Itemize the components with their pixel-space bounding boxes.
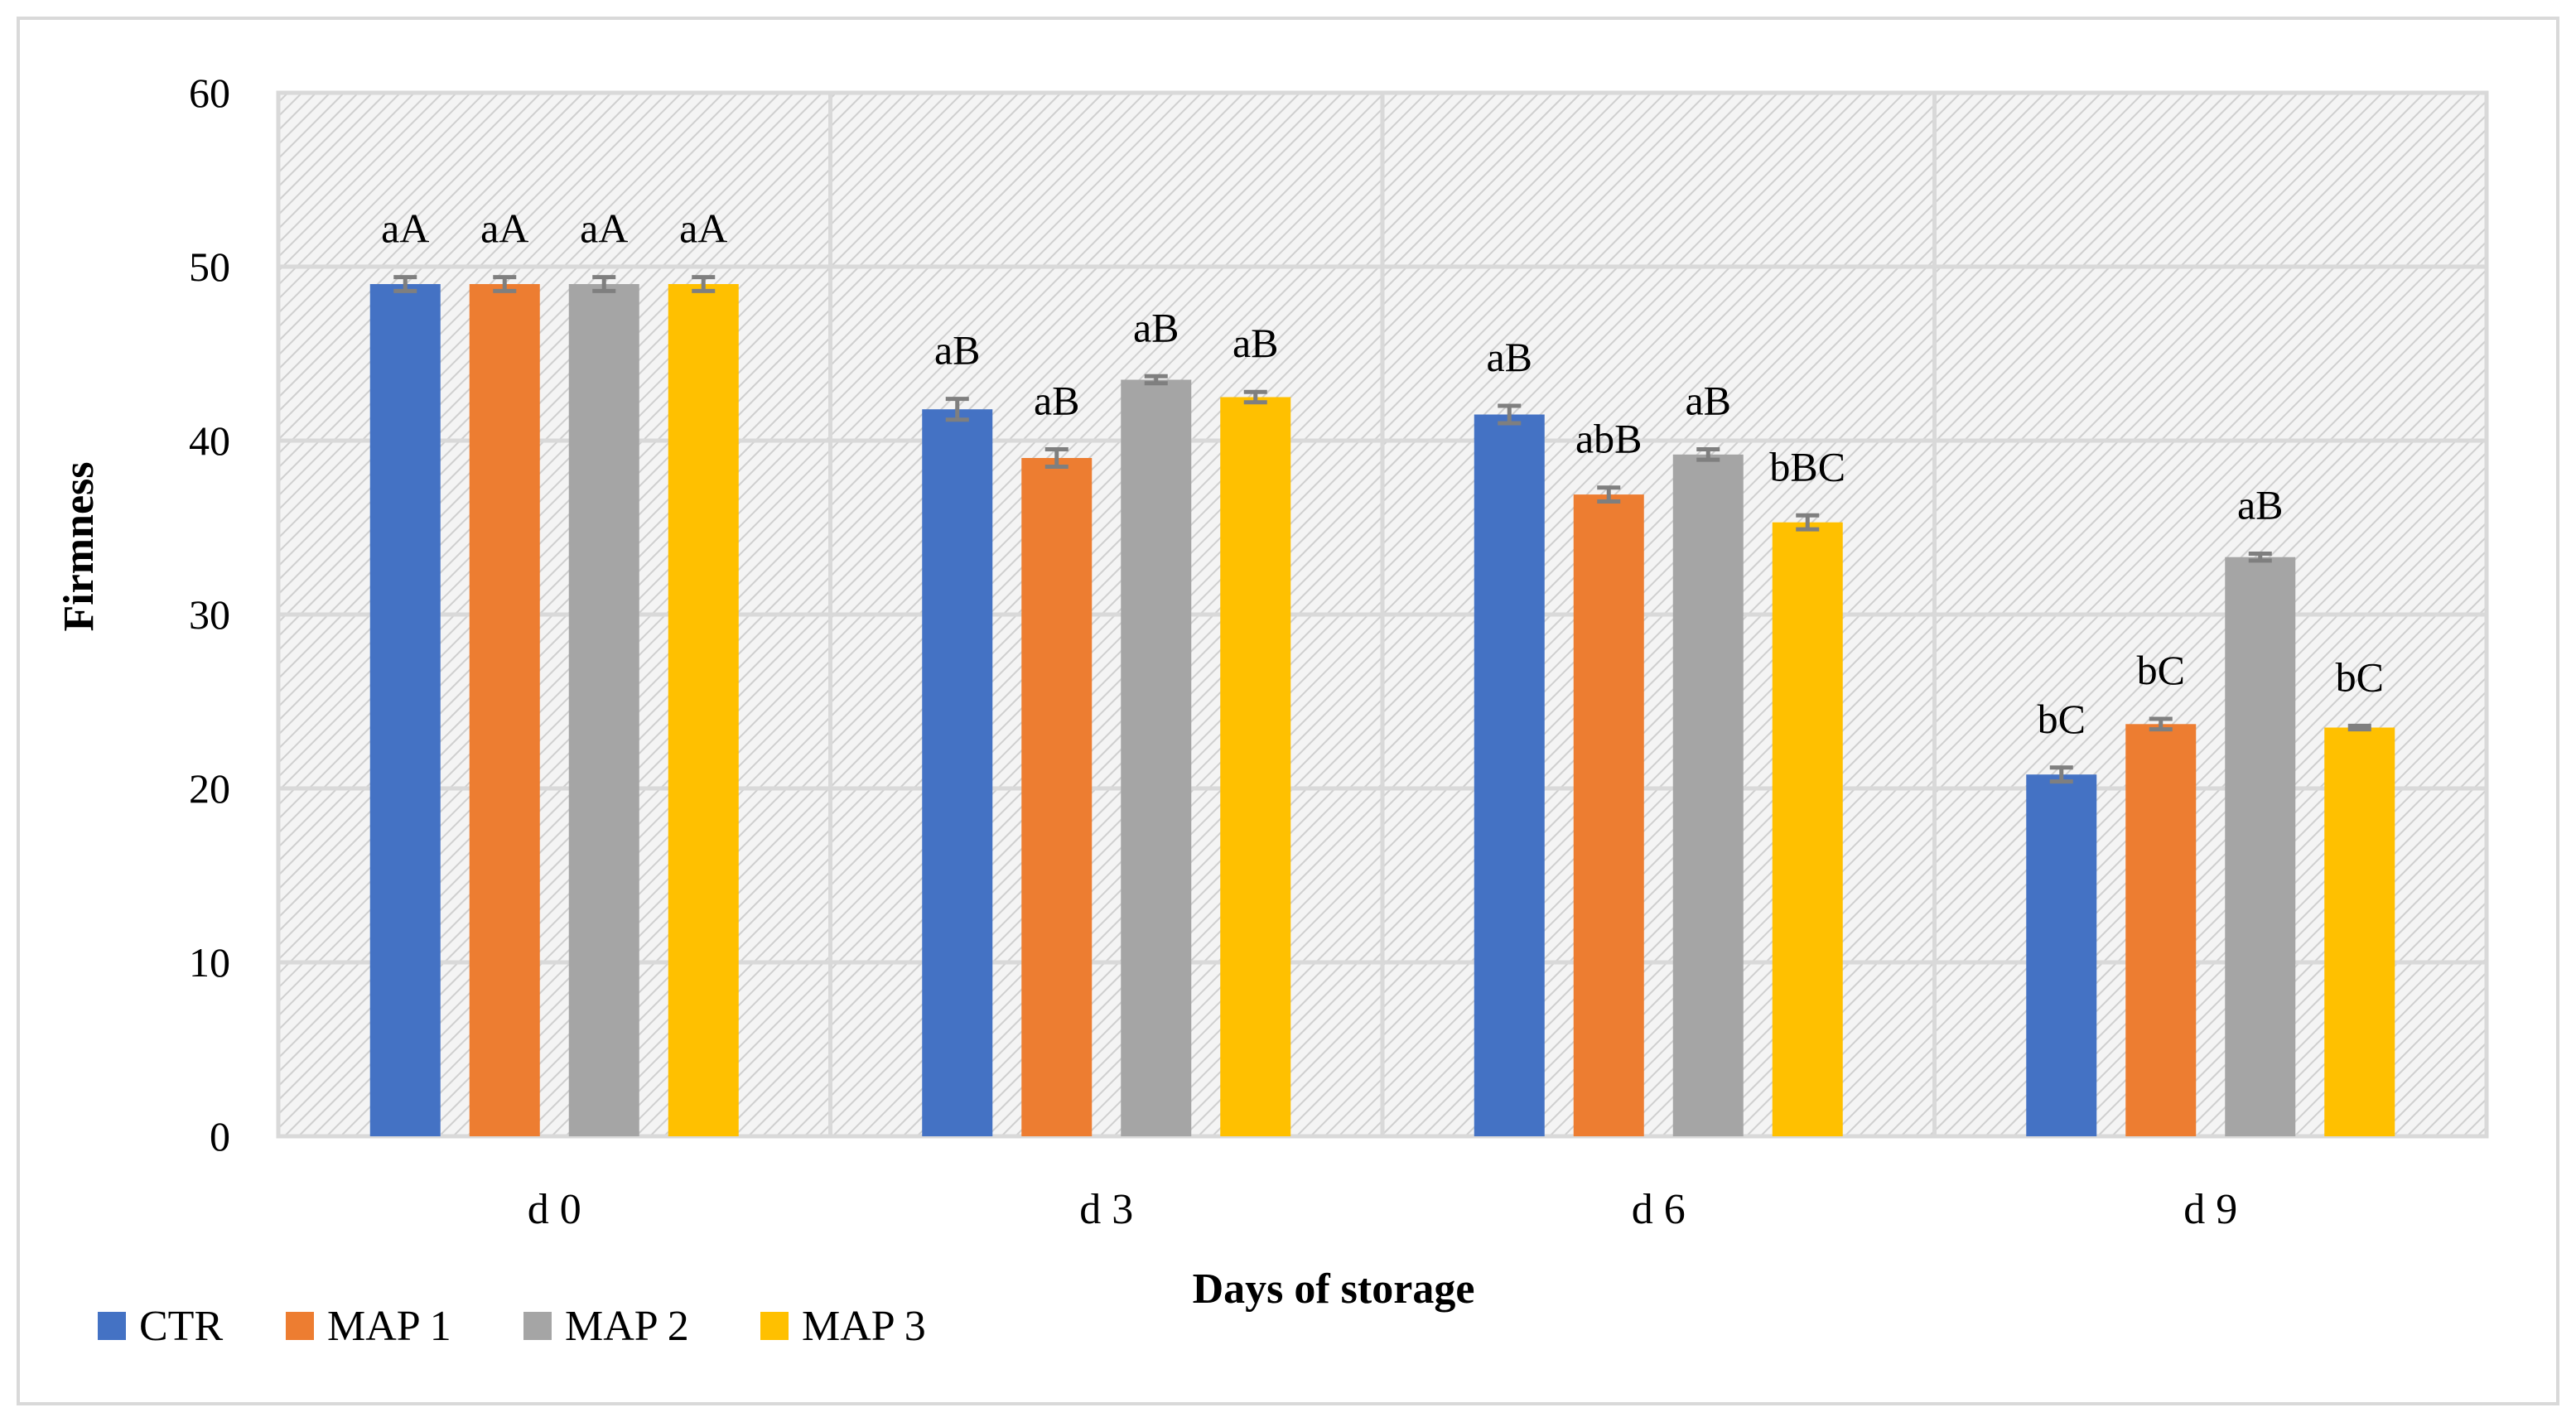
bar — [2225, 557, 2296, 1136]
data-label: bC — [2137, 647, 2185, 693]
legend-label: MAP 2 — [565, 1303, 689, 1350]
error-bar — [1696, 447, 1720, 462]
plot-border — [276, 90, 2489, 1139]
bar — [1772, 522, 1843, 1136]
bar — [668, 284, 739, 1136]
y-tick-label: 60 — [189, 70, 230, 116]
error-bar — [2149, 716, 2173, 732]
x-axis-title: Days of storage — [1193, 1265, 1475, 1313]
error-bar — [493, 275, 517, 293]
x-axis: d 0 d 3 d 6 d 9 — [528, 1186, 2238, 1233]
data-label: aA — [480, 205, 528, 252]
y-axis-title: Firmness — [55, 461, 103, 631]
x-tick-label: d 0 — [528, 1186, 581, 1233]
bar — [568, 284, 639, 1136]
bar — [1021, 458, 1093, 1136]
x-tick-label: d 6 — [1632, 1186, 1686, 1233]
error-bar — [2049, 765, 2073, 784]
data-label: aB — [1133, 304, 1179, 350]
legend-swatch — [286, 1312, 314, 1340]
legend-swatch — [523, 1312, 552, 1340]
data-label: aA — [381, 205, 429, 252]
legend-label: MAP 3 — [802, 1303, 926, 1350]
gridlines — [276, 90, 2489, 1139]
bar — [1672, 454, 1744, 1136]
legend-swatch — [760, 1312, 789, 1340]
error-bar — [692, 275, 716, 293]
data-label: aB — [1685, 378, 1731, 424]
y-axis: 0 10 20 30 40 50 60 — [189, 70, 230, 1159]
error-bar — [1144, 374, 1168, 386]
data-label: bC — [2038, 696, 2086, 742]
x-tick-label: d 3 — [1079, 1186, 1133, 1233]
legend-swatch — [98, 1312, 126, 1340]
data-label: aB — [1034, 378, 1080, 424]
bar — [922, 409, 993, 1136]
y-tick-label: 50 — [189, 243, 230, 290]
data-label: bBC — [1769, 443, 1845, 489]
bar — [369, 284, 441, 1136]
error-bar — [2248, 552, 2272, 563]
error-bar — [2347, 723, 2371, 732]
error-bar — [393, 275, 417, 293]
legend-label: MAP 1 — [327, 1303, 451, 1350]
y-tick-label: 0 — [210, 1113, 230, 1159]
bar — [1573, 494, 1644, 1136]
data-label: aB — [1486, 334, 1532, 380]
data-label: bC — [2336, 653, 2384, 700]
y-tick-label: 40 — [189, 417, 230, 464]
bar — [469, 284, 540, 1136]
bar — [2026, 774, 2097, 1136]
bar — [2324, 727, 2395, 1136]
data-label: aB — [934, 327, 981, 374]
data-label: aA — [580, 205, 628, 252]
y-tick-label: 20 — [189, 765, 230, 812]
error-bar — [592, 275, 616, 293]
y-tick-label: 10 — [189, 939, 230, 986]
error-bar — [945, 397, 969, 422]
error-bar — [1044, 447, 1069, 469]
data-label: abB — [1575, 416, 1643, 462]
error-bar — [1498, 403, 1522, 426]
x-tick-label: d 9 — [2183, 1186, 2237, 1233]
legend-label: CTR — [139, 1303, 223, 1350]
y-tick-label: 30 — [189, 591, 230, 638]
bar — [1220, 397, 1291, 1136]
legend: CTR MAP 1 MAP 2 MAP 3 — [98, 1303, 926, 1350]
data-label: aA — [679, 205, 727, 252]
error-bar — [1796, 513, 1820, 532]
bars-group: aA aB aB bC aA aB abB bC aA aB aB aB aA aB bBC bC — [369, 205, 2395, 1136]
bar — [1121, 379, 1192, 1136]
error-bar — [1597, 485, 1621, 504]
data-label: aB — [1233, 320, 1279, 366]
bar — [1474, 414, 1545, 1136]
data-label: aB — [2237, 482, 2284, 528]
bar — [2125, 724, 2197, 1136]
error-bar — [1243, 389, 1267, 405]
